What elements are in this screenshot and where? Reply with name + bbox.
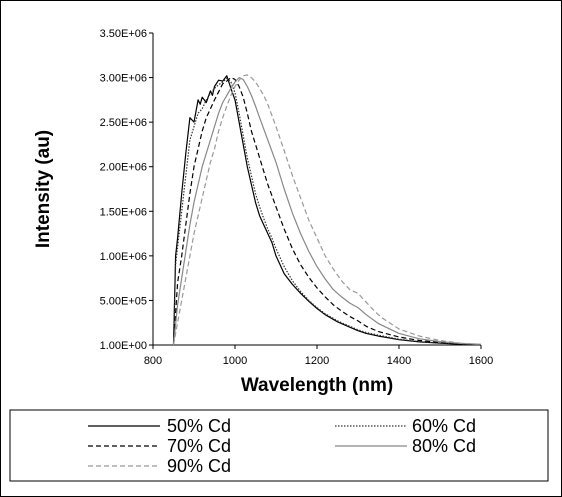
y-tick-label: 1.00E+06	[100, 251, 147, 263]
legend-label: 90% Cd	[167, 456, 231, 476]
y-tick-label: 2.50E+06	[100, 117, 147, 129]
series-line-80-cd	[172, 76, 482, 346]
legend-label: 80% Cd	[412, 436, 476, 456]
series-line-60-cd	[172, 77, 482, 346]
series-line-90-cd	[172, 74, 482, 346]
y-tick-label: 2.00E+06	[100, 162, 147, 174]
y-axis-title: Intensity (au)	[33, 130, 54, 248]
series-line-50-cd	[172, 75, 482, 346]
y-tick-label: 1.00E+00	[100, 340, 147, 352]
legend-label: 60% Cd	[412, 416, 476, 436]
x-tick-label: 1600	[469, 355, 493, 367]
x-tick-label: 800	[144, 355, 162, 367]
y-tick-label: 3.50E+06	[100, 28, 147, 40]
plot-area: 1.00E+00 5.00E+05 1.00E+06 1.50E+06 2.00E+06…	[100, 28, 494, 367]
x-tick-label: 1200	[305, 355, 329, 367]
y-tick-label: 1.50E+06	[100, 206, 147, 218]
series-line-70-cd	[172, 76, 482, 346]
x-tick-label: 1000	[223, 355, 247, 367]
x-axis-title: Wavelength (nm)	[241, 375, 393, 396]
x-tick-label: 1400	[387, 355, 411, 367]
legend-label: 50% Cd	[167, 416, 231, 436]
legend-label: 70% Cd	[167, 436, 231, 456]
y-tick-label: 5.00E+05	[100, 295, 147, 307]
y-tick-label: 3.00E+06	[100, 73, 147, 85]
legend: 50% Cd 60% Cd 70% Cd 80% Cd 90% Cd	[9, 409, 549, 482]
